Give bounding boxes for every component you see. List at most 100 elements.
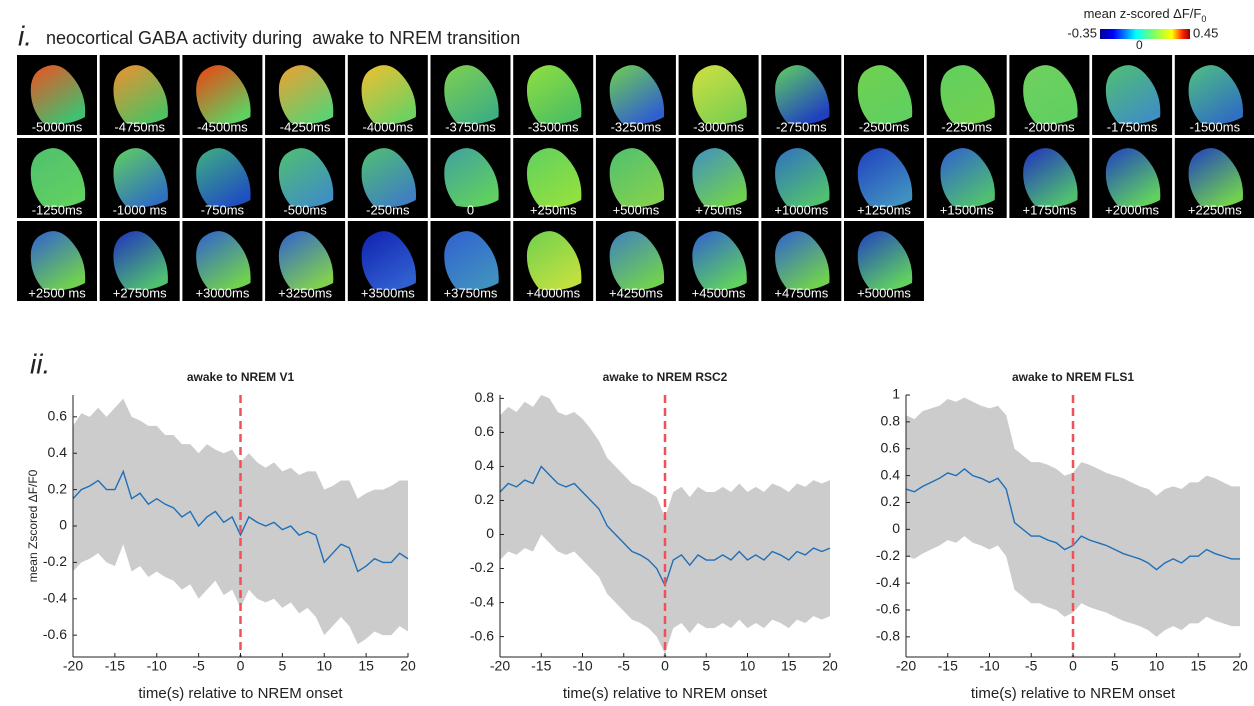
y-tick-label: -0.4	[470, 593, 494, 609]
brain-frame: -4750ms	[100, 55, 180, 135]
y-tick-label: -0.2	[470, 559, 494, 575]
panel-label: i.	[18, 20, 32, 51]
frame-label: +2750ms	[113, 285, 167, 300]
frame-label: +1750ms	[1022, 202, 1076, 217]
brain-frame: -3500ms	[513, 55, 593, 135]
y-tick-label: -0.6	[876, 601, 900, 617]
colorbar-title: mean z-scored ΔF/F0	[1084, 6, 1207, 24]
brain-frame: 0	[431, 138, 511, 218]
frame-label: +4750ms	[774, 285, 828, 300]
y-tick-label: 0.6	[48, 408, 68, 424]
frame-label: 0	[467, 202, 474, 217]
frame-label: +2500 ms	[28, 285, 86, 300]
error-band	[500, 395, 830, 654]
brain-frame: +3000ms	[182, 221, 262, 301]
brain-frame: -2000ms	[1009, 55, 1089, 135]
brain-frame: +2500 ms	[17, 221, 97, 301]
frame-label: -5000ms	[32, 119, 83, 134]
brain-frame: +1750ms	[1009, 138, 1089, 218]
y-tick-label: -0.6	[43, 626, 67, 642]
frame-label: -500ms	[283, 202, 327, 217]
y-tick-label: 0.6	[475, 423, 495, 439]
panel-label: ii.	[30, 348, 50, 379]
brain-frame: +5000ms	[844, 221, 924, 301]
y-tick-label: -0.2	[43, 553, 67, 569]
brain-frame: +3250ms	[265, 221, 345, 301]
brain-frame: +2750ms	[100, 221, 180, 301]
brain-frame: -1250ms	[17, 138, 97, 218]
brain-frame: -1500ms	[1175, 55, 1254, 135]
frame-label: -750ms	[201, 202, 245, 217]
frame-label: -4000ms	[363, 119, 414, 134]
y-tick-label: 0.4	[881, 466, 901, 482]
figure: i. neocortical GABA activity during awak…	[0, 0, 1254, 706]
y-tick-label: 0	[59, 517, 67, 533]
x-tick-label: 20	[1232, 658, 1248, 674]
frame-label: -4500ms	[197, 119, 248, 134]
colorbar-tick: -0.35	[1067, 25, 1097, 40]
brain-frame: +250ms	[513, 138, 593, 218]
x-tick-label: 20	[822, 658, 838, 674]
y-tick-label: 0.2	[475, 491, 495, 507]
brain-frame: -2500ms	[844, 55, 924, 135]
x-axis-label: time(s) relative to NREM onset	[971, 685, 1176, 702]
brain-frame: +2250ms	[1175, 138, 1254, 218]
frame-label: +2250ms	[1188, 202, 1242, 217]
brain-frame: +4500ms	[679, 221, 759, 301]
brain-frame: -3000ms	[679, 55, 759, 135]
x-tick-label: 0	[237, 658, 245, 674]
frame-label: -1250ms	[32, 202, 83, 217]
y-tick-label: 0	[486, 525, 494, 541]
frame-label: +3250ms	[278, 285, 332, 300]
frame-label: -4750ms	[114, 119, 165, 134]
frame-label: -3500ms	[528, 119, 579, 134]
frame-label: +3750ms	[444, 285, 498, 300]
brain-frame: -3250ms	[596, 55, 676, 135]
frame-label: -4250ms	[280, 119, 331, 134]
x-tick-label: -15	[531, 658, 551, 674]
frame-label: -2750ms	[776, 119, 827, 134]
x-tick-label: -20	[896, 658, 916, 674]
frame-label: +5000ms	[857, 285, 911, 300]
y-tick-label: 0.6	[881, 439, 901, 455]
x-tick-label: -20	[63, 658, 83, 674]
x-tick-label: 10	[1149, 658, 1165, 674]
brain-frame: -500ms	[265, 138, 345, 218]
frame-label: +500ms	[613, 202, 660, 217]
brain-frame: -1000 ms	[100, 138, 180, 218]
colorbar-tick: 0	[1136, 38, 1143, 52]
colorbar-tick: 0.45	[1193, 25, 1218, 40]
frame-label: +1000ms	[774, 202, 828, 217]
frame-label: +3000ms	[195, 285, 249, 300]
frame-label: -250ms	[366, 202, 410, 217]
x-tick-label: 5	[702, 658, 710, 674]
frame-label: -1500ms	[1190, 119, 1241, 134]
brain-frame: -2250ms	[927, 55, 1007, 135]
x-tick-label: -15	[105, 658, 125, 674]
brain-frame: +2000ms	[1092, 138, 1172, 218]
frame-label: +2000ms	[1105, 202, 1159, 217]
y-tick-label: -0.6	[470, 627, 494, 643]
y-tick-label: -0.8	[876, 628, 900, 644]
frame-label: -2500ms	[859, 119, 910, 134]
chart-title: awake to NREM FLS1	[1012, 370, 1134, 384]
brain-frame: -1750ms	[1092, 55, 1172, 135]
x-tick-label: -5	[618, 658, 631, 674]
y-tick-label: 0.8	[475, 389, 495, 405]
x-tick-label: -15	[938, 658, 958, 674]
frame-label: -3000ms	[693, 119, 744, 134]
brain-frame: -250ms	[348, 138, 428, 218]
x-tick-label: 15	[1190, 658, 1206, 674]
frame-label: +250ms	[530, 202, 577, 217]
frame-label: +1250ms	[857, 202, 911, 217]
frame-label: -2250ms	[941, 119, 992, 134]
y-tick-label: 0.2	[881, 493, 901, 509]
brain-frame: +4750ms	[761, 221, 841, 301]
y-tick-label: 0	[892, 520, 900, 536]
frame-label: +4000ms	[526, 285, 580, 300]
x-axis-label: time(s) relative to NREM onset	[563, 685, 768, 702]
y-tick-label: -0.4	[43, 589, 67, 605]
frame-label: +750ms	[695, 202, 742, 217]
frame-label: -3750ms	[445, 119, 496, 134]
brain-frame: +1000ms	[761, 138, 841, 218]
